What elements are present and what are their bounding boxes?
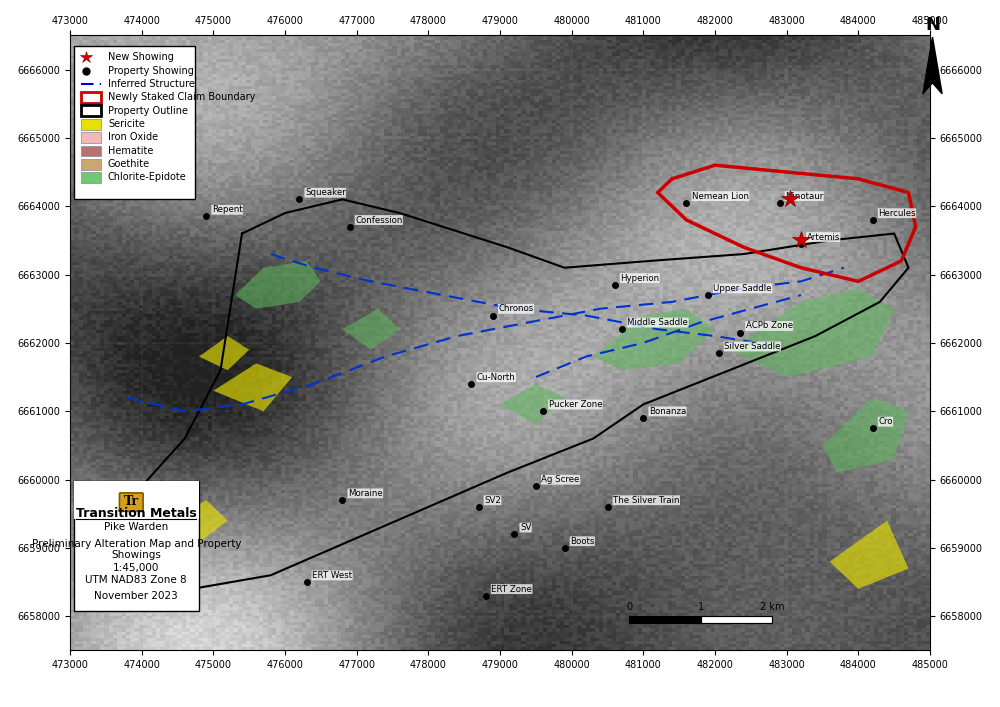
Text: Bonanza: Bonanza xyxy=(649,407,686,416)
Polygon shape xyxy=(199,336,249,370)
Bar xyxy=(74,481,199,518)
Bar xyxy=(81,105,101,116)
Text: Property Showing: Property Showing xyxy=(108,66,194,76)
Text: Confession: Confession xyxy=(355,216,402,225)
Polygon shape xyxy=(235,261,321,309)
Bar xyxy=(81,159,101,170)
Text: Pucker Zone: Pucker Zone xyxy=(549,400,602,409)
Text: UTM NAD83 Zone 8: UTM NAD83 Zone 8 xyxy=(85,575,187,585)
Text: Cu-North: Cu-North xyxy=(477,373,516,382)
Text: 1: 1 xyxy=(698,602,704,612)
Polygon shape xyxy=(500,384,564,425)
Text: Upper Saddle: Upper Saddle xyxy=(713,284,772,293)
Polygon shape xyxy=(923,37,942,94)
Text: Nemean Lion: Nemean Lion xyxy=(692,192,749,201)
Bar xyxy=(81,132,101,143)
Polygon shape xyxy=(729,288,894,377)
Text: Moraine: Moraine xyxy=(348,489,383,498)
Text: Property Outline: Property Outline xyxy=(108,105,188,115)
Polygon shape xyxy=(342,309,400,350)
Text: Showings: Showings xyxy=(111,550,161,560)
Text: ERT Zone: ERT Zone xyxy=(491,585,532,594)
Text: Iron Oxide: Iron Oxide xyxy=(108,132,158,142)
Text: Newly Staked Claim Boundary: Newly Staked Claim Boundary xyxy=(108,92,255,103)
Bar xyxy=(81,173,101,183)
Text: Hyperion: Hyperion xyxy=(620,274,659,283)
Text: SV: SV xyxy=(520,523,531,532)
Text: Goethite: Goethite xyxy=(108,159,150,169)
FancyBboxPatch shape xyxy=(119,493,143,511)
Text: Sericite: Sericite xyxy=(108,119,145,129)
Bar xyxy=(81,146,101,156)
Text: Pike Warden: Pike Warden xyxy=(104,522,168,532)
Text: Boots: Boots xyxy=(570,537,594,546)
Text: N: N xyxy=(925,16,940,34)
Polygon shape xyxy=(593,309,715,370)
Text: 1:45,000: 1:45,000 xyxy=(113,563,159,573)
Text: Inferred Structure: Inferred Structure xyxy=(108,79,195,89)
Bar xyxy=(81,92,101,103)
Polygon shape xyxy=(163,500,228,548)
Text: November 2023: November 2023 xyxy=(94,591,178,601)
Text: Ag Scree: Ag Scree xyxy=(541,475,580,484)
Text: Hercules: Hercules xyxy=(878,209,916,218)
Bar xyxy=(74,481,199,611)
Text: Repent: Repent xyxy=(212,205,242,214)
Text: 0: 0 xyxy=(626,602,632,612)
Text: 2 km: 2 km xyxy=(760,602,785,612)
Text: Hematite: Hematite xyxy=(108,146,153,156)
Text: Preliminary Alteration Map and Property: Preliminary Alteration Map and Property xyxy=(32,539,241,549)
Text: Cro: Cro xyxy=(878,417,893,426)
Text: Chlorite-Epidote: Chlorite-Epidote xyxy=(108,173,187,182)
Text: SV2: SV2 xyxy=(484,496,501,505)
Text: Chronos: Chronos xyxy=(498,305,534,313)
Text: Artemis: Artemis xyxy=(807,233,840,242)
Polygon shape xyxy=(822,397,908,473)
Text: Middle Saddle: Middle Saddle xyxy=(627,318,688,327)
Text: New Showing: New Showing xyxy=(108,52,174,62)
Text: Minotaur: Minotaur xyxy=(785,192,823,201)
Polygon shape xyxy=(213,363,292,411)
Text: ERT West: ERT West xyxy=(312,571,352,580)
Text: ACPb Zone: ACPb Zone xyxy=(746,322,793,330)
Text: Squeaker: Squeaker xyxy=(305,188,346,197)
Polygon shape xyxy=(830,520,908,589)
Text: The Silver Train: The Silver Train xyxy=(613,496,680,505)
Text: Transition Metals: Transition Metals xyxy=(76,507,197,520)
Text: Tr: Tr xyxy=(124,496,139,508)
Text: Silver Saddle: Silver Saddle xyxy=(724,342,781,351)
Bar xyxy=(81,119,101,129)
Bar xyxy=(74,46,195,199)
